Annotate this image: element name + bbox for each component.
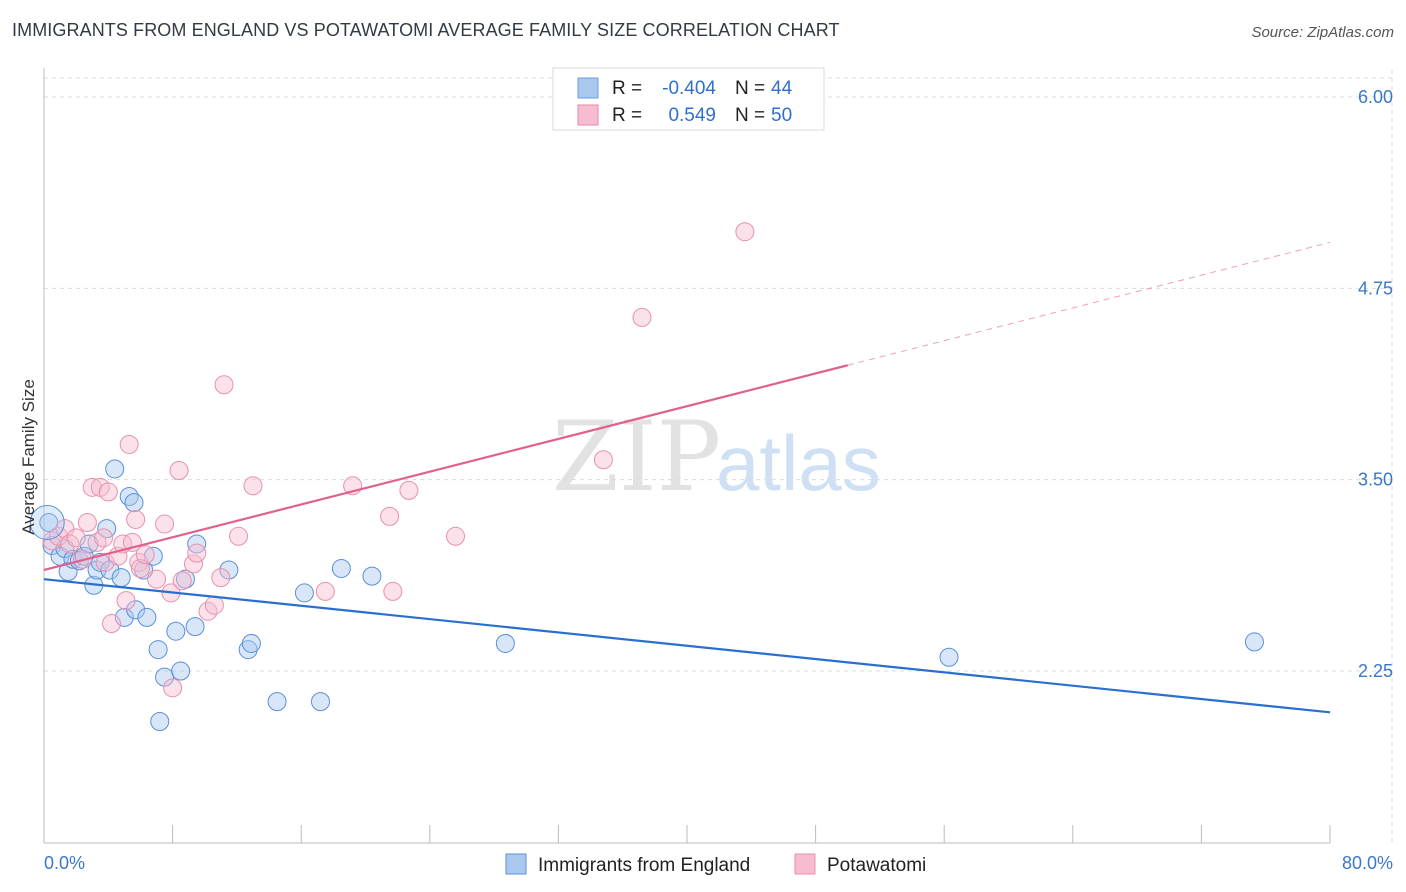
bottom-legend-swatch [505,853,527,875]
potawatomi-point [135,545,155,565]
bottom-legend-label: Immigrants from England [538,855,750,876]
legend-r-value: 0.549 [668,105,716,126]
potawatomi-point [155,514,175,534]
england-point [241,633,261,653]
data-points [29,222,1264,732]
england-point [29,505,65,541]
potawatomi-point [98,482,118,502]
england-point [310,692,330,712]
source-label: Source: ZipAtlas.com [1251,24,1394,41]
england-point [1244,632,1264,652]
potawatomi-point [126,509,146,529]
legend-n-value: 44 [771,78,793,99]
legend-r-value: -0.404 [662,78,716,99]
england-point [171,661,191,681]
potawatomi-point [66,528,86,548]
x-tick-label: 0.0% [44,853,85,873]
england-point [939,647,959,667]
potawatomi-point [183,554,203,574]
y-tick-label: 3.50 [1358,470,1393,490]
legend-r-label: R = [612,78,642,99]
potawatomi-point [116,591,136,611]
england-point [150,712,170,732]
trend-lines [43,241,1331,714]
legend-r-label: R = [612,105,642,126]
potawatomi-point [129,552,149,572]
potawatomi-point [211,568,231,588]
england-point [238,640,258,660]
potawatomi-point [169,460,189,480]
england-trend-line [43,578,1331,714]
england-point [495,633,515,653]
england-point [111,568,131,588]
potawatomi-point [82,477,102,497]
legend-n-value: 50 [771,105,792,126]
legend-n-label: N = [735,105,765,126]
y-tick-label: 4.75 [1358,278,1393,298]
england-point [124,493,144,513]
potawatomi-point [632,307,652,327]
y-tick-label: 2.25 [1358,661,1393,681]
england-point [175,569,195,589]
potawatomi-point [214,375,234,395]
potawatomi-trend-line [43,364,849,572]
potawatomi-point [172,571,192,591]
england-point [148,640,168,660]
potawatomi-point [593,450,613,470]
england-point [362,566,382,586]
england-point [331,558,351,578]
bottom-legend-swatch [794,853,816,875]
x-axis-ticks [43,825,1331,843]
potawatomi-point [204,595,224,615]
potawatomi-point [93,528,113,548]
legend-swatch [577,104,599,126]
potawatomi-point [147,569,167,589]
y-tick-label: 6.00 [1358,87,1393,107]
legend-swatch [577,77,599,99]
potawatomi-trend-extension [847,241,1331,366]
potawatomi-point [399,480,419,500]
potawatomi-point [229,526,249,546]
legend-n-label: N = [735,78,765,99]
legend: R = -0.404 N = 44 R = 0.549 N = 50 [552,67,825,131]
england-point [166,621,186,641]
potawatomi-point [243,476,263,496]
potawatomi-point [383,581,403,601]
england-point [294,583,314,603]
potawatomi-point [119,434,139,454]
watermark-zip: ZIP [552,401,721,513]
watermark-atlas: atlas [716,419,881,507]
england-point [219,560,239,580]
potawatomi-point [102,614,122,634]
england-point [137,607,157,627]
potawatomi-point [380,506,400,526]
chart-title: IMMIGRANTS FROM ENGLAND VS POTAWATOMI AV… [12,20,840,40]
bottom-legend: Immigrants from England Potawatomi [505,853,926,876]
x-tick-label: 80.0% [1342,853,1393,873]
potawatomi-point [77,513,97,533]
england-point [143,546,163,566]
potawatomi-point [187,543,207,563]
y-axis-title: Average Family Size [19,379,38,535]
potawatomi-point [735,222,755,242]
potawatomi-point [315,581,335,601]
potawatomi-point [163,678,183,698]
x-axis-tick-labels: 0.0% 80.0% [44,853,1393,873]
y-axis-tick-labels: 2.25 3.50 4.75 6.00 [1358,87,1393,681]
england-point [185,617,205,637]
bottom-legend-label: Potawatomi [827,855,926,876]
potawatomi-point [446,526,466,546]
england-point [267,692,287,712]
england-point [105,459,125,479]
